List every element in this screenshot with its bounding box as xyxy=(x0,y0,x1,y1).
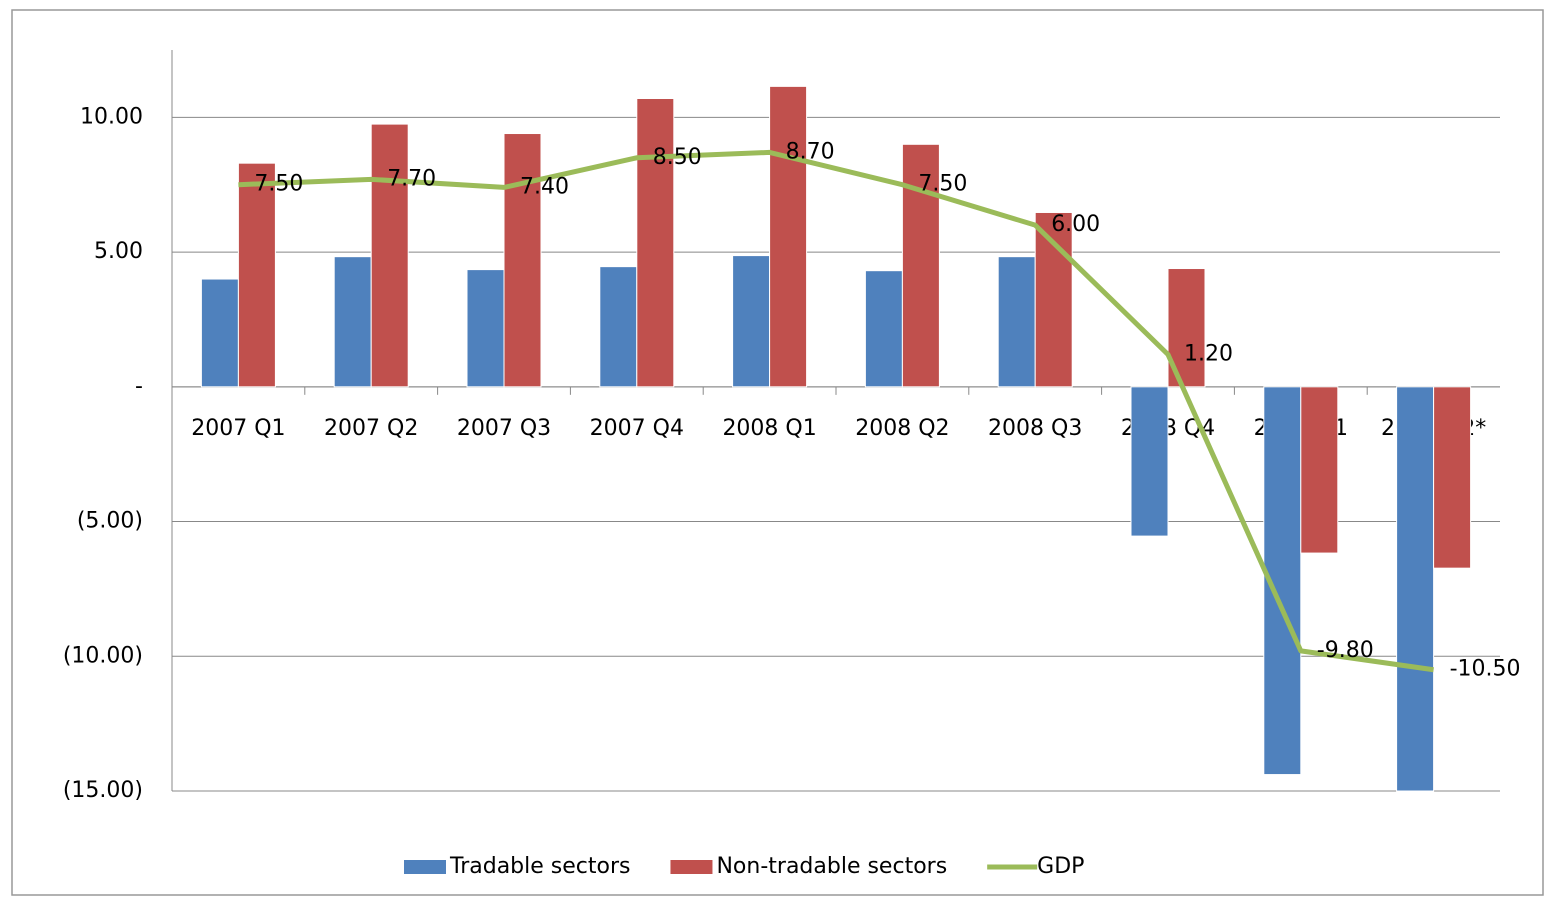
data-label: 8.70 xyxy=(786,139,835,164)
x-tick-label: 2008 Q3 xyxy=(988,416,1082,441)
data-label: 1.20 xyxy=(1184,341,1233,366)
data-label: 7.70 xyxy=(387,166,436,191)
y-tick-label: (15.00) xyxy=(63,778,143,803)
bar xyxy=(997,256,1036,388)
bar xyxy=(769,85,808,388)
bar xyxy=(1034,211,1073,388)
data-label: 7.50 xyxy=(254,172,303,197)
bar xyxy=(1433,386,1472,569)
bar xyxy=(200,278,239,388)
legend-swatch xyxy=(404,860,446,874)
line xyxy=(238,149,1434,673)
x-tick-label: 2007 Q1 xyxy=(191,416,285,441)
data-label: -9.80 xyxy=(1317,638,1374,663)
y-tick-label: (10.00) xyxy=(63,643,143,668)
x-tick-label: 2007 Q2 xyxy=(324,416,418,441)
data-label: -10.50 xyxy=(1450,657,1521,682)
y-tick-label: (5.00) xyxy=(77,509,143,534)
legend-label: Non-tradable sectors xyxy=(716,854,947,879)
data-label: 7.50 xyxy=(918,172,967,197)
bar xyxy=(1130,386,1169,537)
data-label: 6.00 xyxy=(1051,212,1100,237)
bar xyxy=(1396,386,1435,792)
bar xyxy=(636,98,675,388)
legend-label: GDP xyxy=(1037,854,1084,879)
bar xyxy=(237,162,276,388)
x-tick-label: 2008 Q1 xyxy=(722,416,816,441)
y-tick-label: - xyxy=(135,374,143,399)
bar xyxy=(370,123,409,388)
bar xyxy=(503,133,542,388)
legend-label: Tradable sectors xyxy=(449,854,630,879)
legend-swatch xyxy=(670,860,713,874)
x-tick-label: 2007 Q3 xyxy=(457,416,551,441)
bar xyxy=(864,270,903,388)
x-tick-label: 2008 Q2 xyxy=(855,416,949,441)
data-label: 7.40 xyxy=(520,174,569,199)
data-label: 8.50 xyxy=(653,145,702,170)
y-tick-label: 5.00 xyxy=(94,239,143,264)
bar xyxy=(599,266,638,388)
x-tick-label: 2007 Q4 xyxy=(590,416,684,441)
bar xyxy=(732,255,771,388)
bar xyxy=(333,256,372,388)
bar xyxy=(1300,386,1339,554)
bar xyxy=(466,269,505,388)
y-tick-label: 10.00 xyxy=(80,104,143,129)
